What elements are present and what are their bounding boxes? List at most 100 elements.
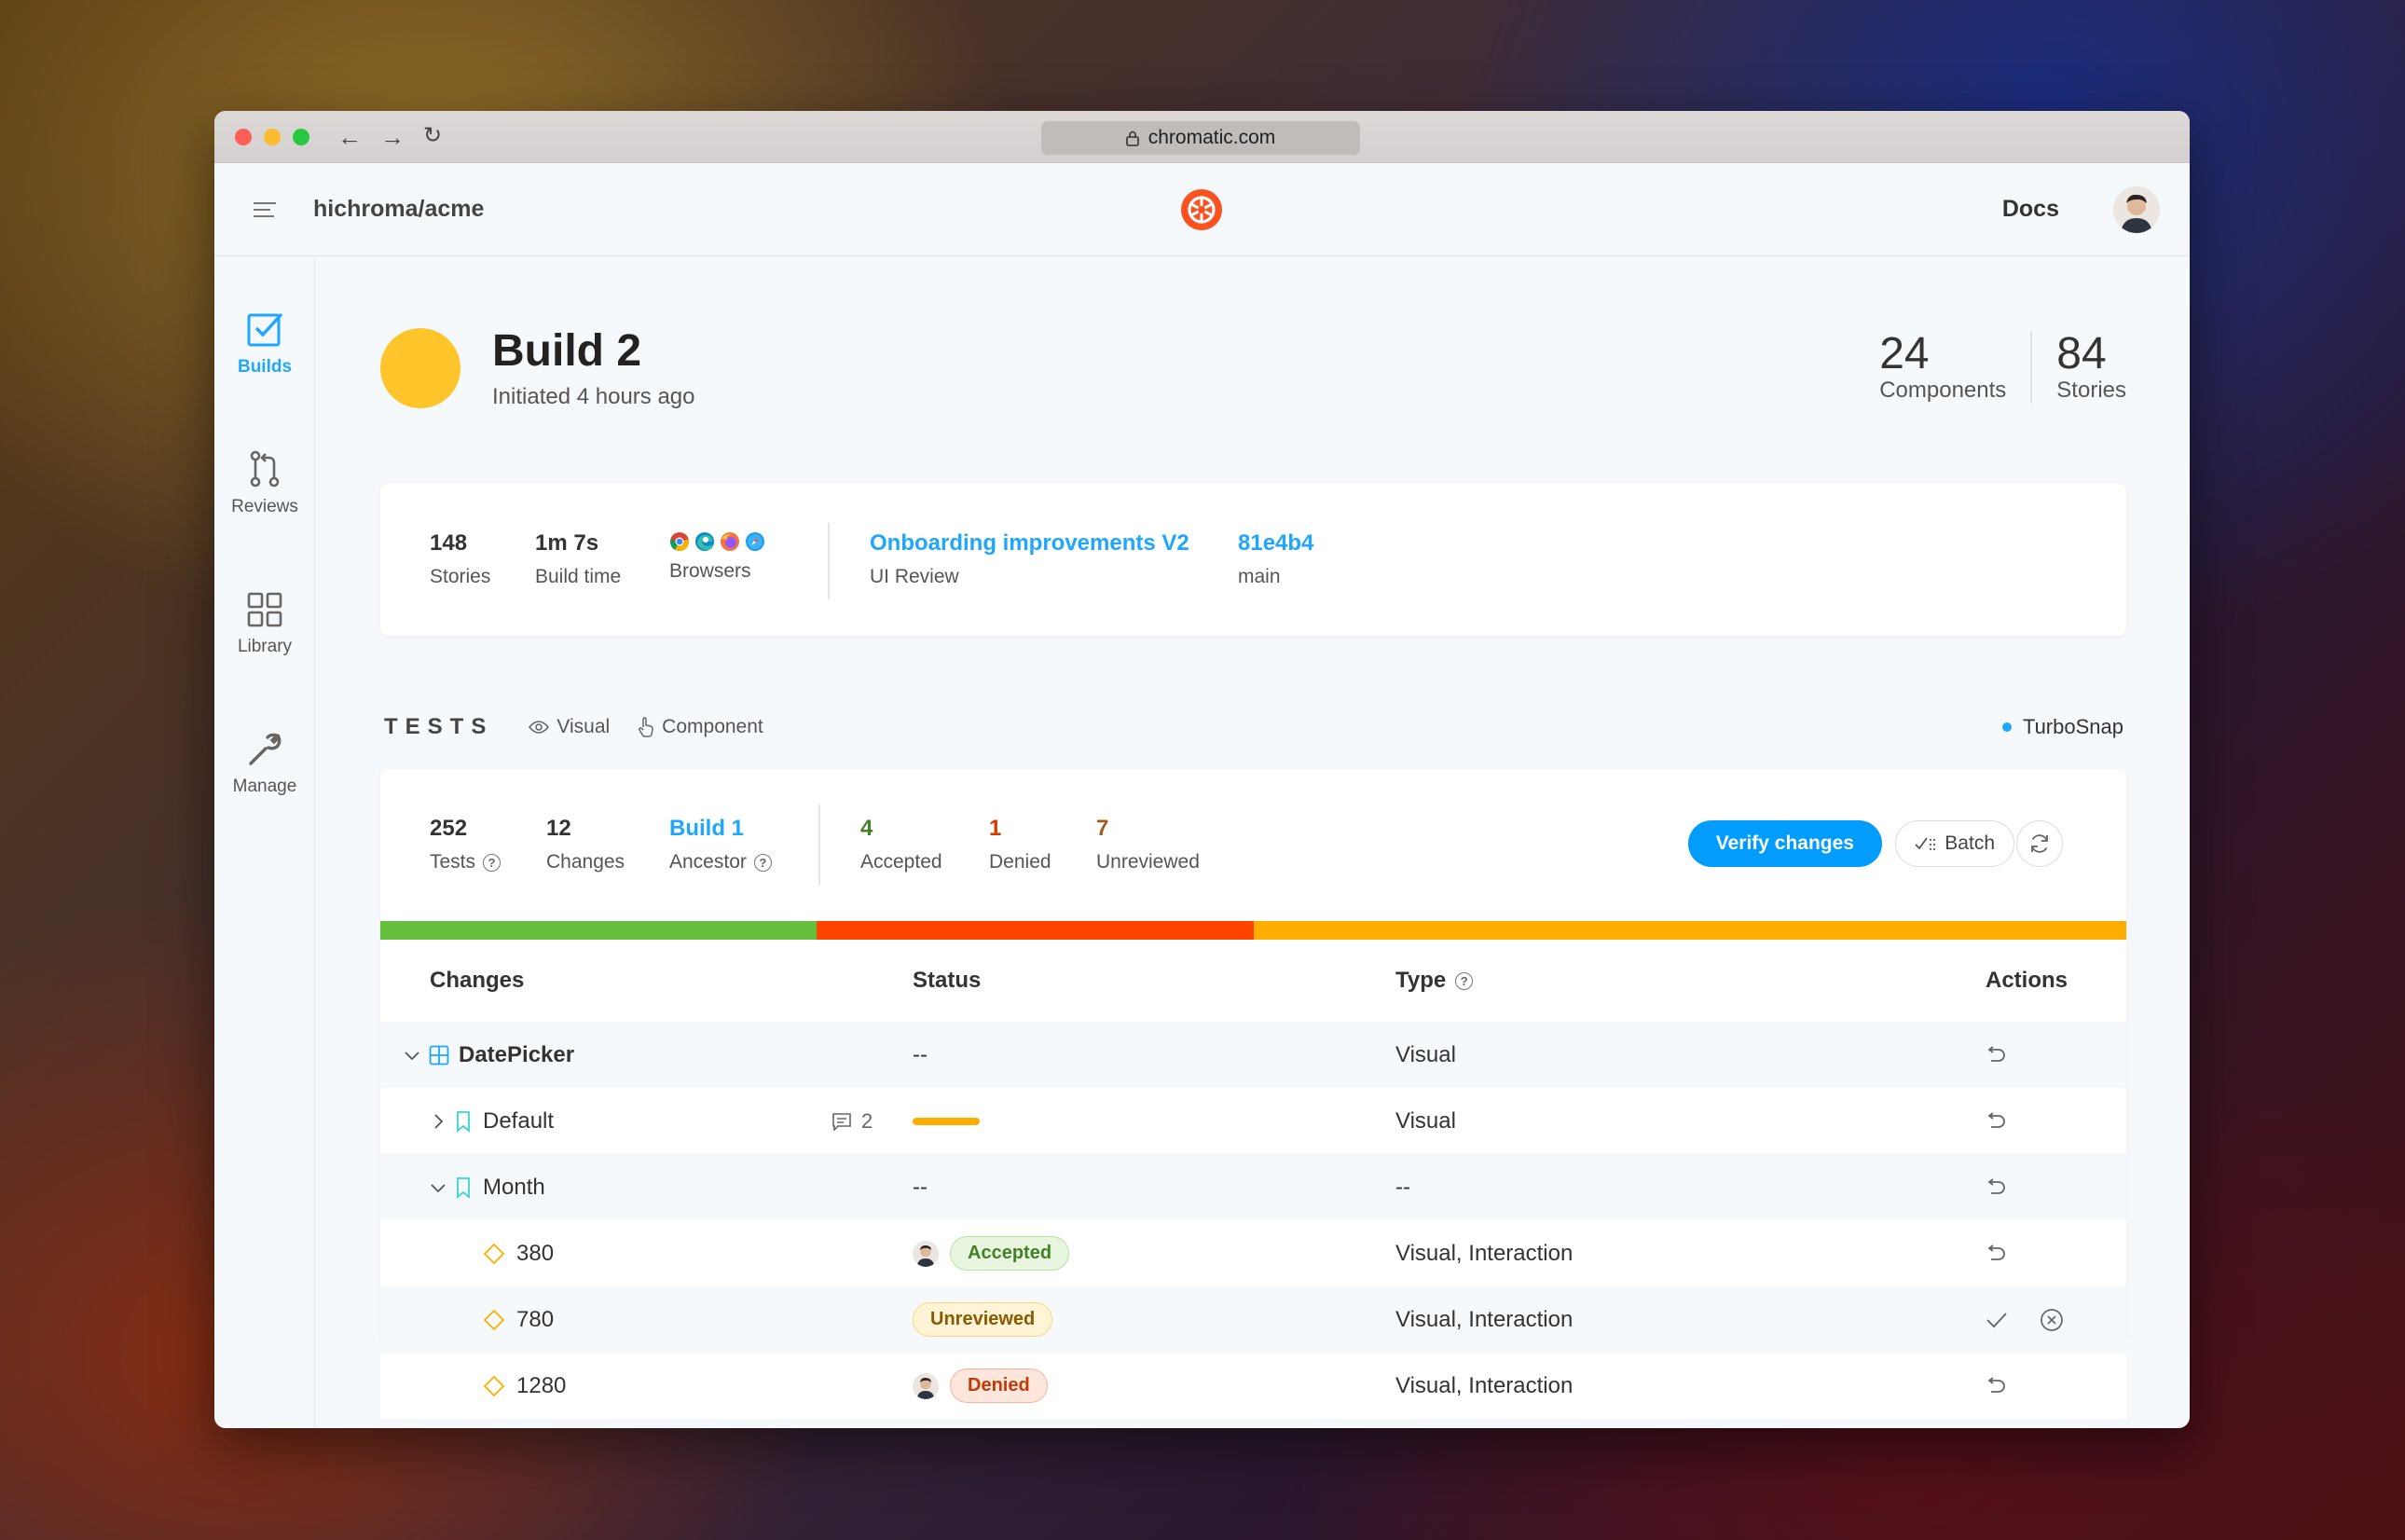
batch-label: Batch xyxy=(1945,832,1995,854)
browsers-label: Browsers xyxy=(669,560,751,582)
org-name[interactable]: hichroma/acme xyxy=(313,196,485,222)
verify-changes-button[interactable]: Verify changes xyxy=(1687,820,1882,867)
component-cell: DatePicker xyxy=(403,1022,574,1088)
maximize-window-button[interactable] xyxy=(293,128,309,145)
table-row[interactable]: 1280 Denied Visual, Interaction xyxy=(380,1353,2126,1419)
summary-stories-value: 148 xyxy=(430,530,468,556)
col-type-label: Type xyxy=(1395,968,1447,993)
checkbox-icon xyxy=(247,312,283,347)
sidebar-item-label: Manage xyxy=(232,777,297,796)
address-bar[interactable]: chromatic.com xyxy=(1041,121,1360,155)
type-cell: Visual, Interaction xyxy=(1395,1240,1574,1266)
type-cell: Visual xyxy=(1395,1041,1456,1067)
commit-hash-link[interactable]: 81e4b4 xyxy=(1238,530,1314,556)
sidebar-item-manage[interactable]: Manage xyxy=(214,724,315,797)
chrome-icon xyxy=(670,532,689,551)
undo-icon[interactable] xyxy=(1986,1244,2006,1263)
window-controls xyxy=(235,128,309,145)
components-count: 24 xyxy=(1879,329,1930,378)
tests-denied[interactable]: 1 Denied xyxy=(989,816,1051,873)
deny-circle-x-icon[interactable] xyxy=(2040,1308,2064,1332)
user-avatar[interactable] xyxy=(2113,186,2160,233)
col-changes: Changes xyxy=(430,968,525,993)
type-cell: Visual, Interaction xyxy=(1395,1372,1574,1398)
status-cell: Unreviewed xyxy=(913,1286,1053,1353)
main-content: Build 2 Initiated 4 hours ago 24 Compone… xyxy=(315,256,2190,1428)
stories-stat: 84 Stories xyxy=(2032,330,2126,404)
pending-status-bar xyxy=(913,1117,980,1125)
table-row[interactable]: 380 Accepted Visual, Interaction xyxy=(380,1220,2126,1286)
story-name: Default xyxy=(483,1107,555,1134)
sidebar-item-library[interactable]: Library xyxy=(214,584,315,657)
eye-icon xyxy=(529,721,550,734)
tests-card: 252 Tests? 12 Changes Build 1 Ancestor? … xyxy=(380,769,2126,1419)
table-row[interactable]: Default 2 Visual xyxy=(380,1088,2126,1154)
help-icon[interactable]: ? xyxy=(1455,971,1474,990)
chevron-right-icon[interactable] xyxy=(429,1112,447,1131)
page-title: Build 2 xyxy=(492,326,642,376)
help-icon[interactable]: ? xyxy=(483,853,502,872)
viewport-cell: 380 xyxy=(483,1220,554,1286)
denied-label: Denied xyxy=(989,851,1051,873)
rerun-button[interactable] xyxy=(2016,820,2063,867)
summary-commit[interactable]: 81e4b4 main xyxy=(1238,530,1313,588)
review-label: UI Review xyxy=(870,566,959,587)
summary-divider xyxy=(828,523,830,599)
chevron-down-icon[interactable] xyxy=(429,1178,447,1197)
comments-cell[interactable]: 2 xyxy=(831,1088,873,1154)
review-title-link[interactable]: Onboarding improvements V2 xyxy=(870,530,1189,556)
chromatic-logo-icon[interactable] xyxy=(1180,188,1223,231)
visual-tests-link[interactable]: Visual xyxy=(529,716,610,738)
table-row[interactable]: DatePicker -- Visual xyxy=(380,1022,2126,1088)
progress-accepted xyxy=(380,921,818,940)
turbosnap-indicator[interactable]: TurboSnap xyxy=(2001,715,2123,739)
forward-arrow-icon[interactable]: → xyxy=(380,122,405,151)
story-name: Month xyxy=(483,1174,545,1200)
chevron-down-icon[interactable] xyxy=(403,1046,421,1065)
batch-button[interactable]: Batch xyxy=(1895,820,2014,867)
reload-icon[interactable]: ↻ xyxy=(423,122,443,148)
pull-request-icon xyxy=(250,450,280,488)
story-cell: Default xyxy=(429,1088,554,1154)
undo-icon[interactable] xyxy=(1986,1376,2006,1396)
build-summary-card: 148 Stories 1m 7s Build time Browsers On… xyxy=(380,484,2126,636)
back-arrow-icon[interactable]: ← xyxy=(337,122,362,151)
sidebar-item-builds[interactable]: Builds xyxy=(214,305,315,378)
hamburger-menu-icon[interactable] xyxy=(254,201,276,217)
status-cell: -- xyxy=(913,1041,928,1067)
turbosnap-dot-icon xyxy=(2001,722,2012,732)
diamond-icon xyxy=(483,1243,505,1264)
summary-review[interactable]: Onboarding improvements V2 UI Review xyxy=(870,530,1189,588)
progress-denied xyxy=(817,921,1254,940)
browser-window: ← → ↻ chromatic.com hichroma/acme Docs xyxy=(214,111,2190,1428)
tests-accepted[interactable]: 4 Accepted xyxy=(860,816,942,873)
tests-total-label: Tests xyxy=(430,851,476,873)
docs-link[interactable]: Docs xyxy=(2001,196,2059,222)
col-type: Type ? xyxy=(1395,968,1474,994)
status-cell: -- xyxy=(913,1174,928,1200)
help-icon[interactable]: ? xyxy=(753,853,772,872)
status-cell: Denied xyxy=(913,1353,1048,1419)
sidebar-item-reviews[interactable]: Reviews xyxy=(214,445,315,517)
type-cell: Visual, Interaction xyxy=(1395,1306,1574,1332)
close-window-button[interactable] xyxy=(235,128,252,145)
sidebar: Builds Reviews Library Manage xyxy=(214,256,315,1428)
tests-unreviewed[interactable]: 7 Unreviewed xyxy=(1096,816,1200,873)
undo-icon[interactable] xyxy=(1986,1111,2006,1131)
tests-changes: 12 Changes xyxy=(546,816,625,873)
ancestor-build-link[interactable]: Build 1 xyxy=(669,816,745,841)
components-stat: 24 Components xyxy=(1879,329,2033,405)
table-row[interactable]: Month -- -- xyxy=(380,1154,2126,1220)
build-header: Build 2 Initiated 4 hours ago xyxy=(380,326,695,410)
minimize-window-button[interactable] xyxy=(264,128,281,145)
sidebar-item-label: Builds xyxy=(237,357,293,377)
accept-check-icon[interactable] xyxy=(1986,1311,2008,1329)
table-row[interactable]: 780 Unreviewed Visual, Interaction xyxy=(380,1286,2126,1353)
undo-icon[interactable] xyxy=(1986,1045,2006,1065)
wrench-icon xyxy=(249,733,282,765)
build-status-dot xyxy=(380,328,460,409)
browser-chrome: ← → ↻ chromatic.com xyxy=(214,111,2190,163)
undo-icon[interactable] xyxy=(1986,1177,2006,1197)
unreviewed-value: 7 xyxy=(1096,816,1109,841)
component-tests-link[interactable]: Component xyxy=(638,716,763,738)
